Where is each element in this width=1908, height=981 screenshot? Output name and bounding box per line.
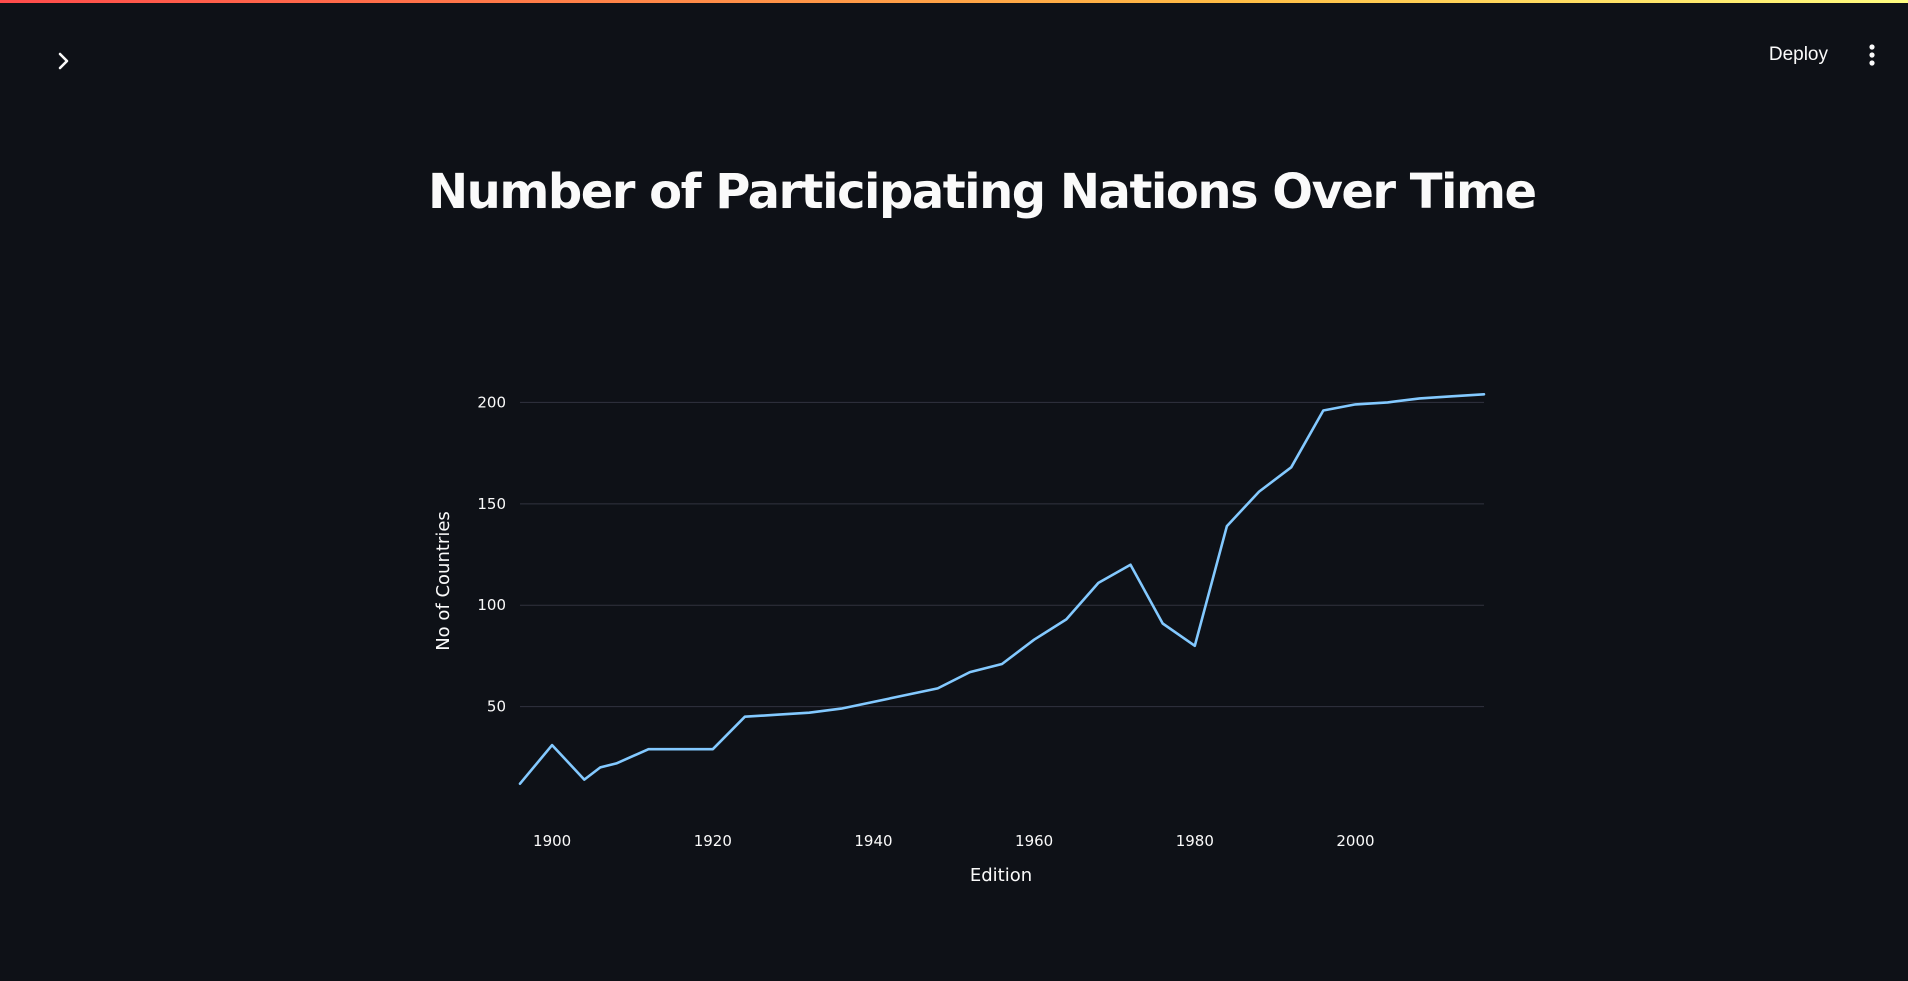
data-point[interactable] bbox=[1254, 487, 1264, 497]
data-point[interactable] bbox=[1318, 406, 1328, 416]
x-tick-label: 1960 bbox=[1015, 832, 1053, 850]
data-point[interactable] bbox=[1126, 560, 1136, 570]
sidebar-toggle-button[interactable] bbox=[44, 44, 84, 78]
top-decoration-bar bbox=[0, 0, 1908, 3]
y-tick-label: 200 bbox=[477, 393, 506, 411]
x-tick-label: 1980 bbox=[1176, 832, 1214, 850]
data-point[interactable] bbox=[1447, 391, 1457, 401]
x-axis-ticks: 1900 1920 1940 1960 1980 2000 bbox=[533, 832, 1375, 850]
data-point[interactable] bbox=[1383, 397, 1393, 407]
data-point[interactable] bbox=[1158, 618, 1168, 628]
data-point[interactable] bbox=[772, 710, 782, 720]
series-line[interactable] bbox=[518, 392, 1486, 786]
y-tick-label: 50 bbox=[487, 698, 506, 716]
data-point[interactable] bbox=[1061, 614, 1071, 624]
data-point[interactable] bbox=[1479, 389, 1489, 399]
y-tick-label: 150 bbox=[477, 495, 506, 513]
data-point[interactable] bbox=[1190, 641, 1200, 651]
x-tick-label: 2000 bbox=[1336, 832, 1374, 850]
series-layer bbox=[515, 389, 1489, 789]
gridlines bbox=[520, 401, 1484, 708]
data-point[interactable] bbox=[933, 683, 943, 693]
data-point[interactable] bbox=[804, 708, 814, 718]
data-point[interactable] bbox=[611, 758, 621, 768]
header-actions: Deploy bbox=[1759, 38, 1884, 72]
data-point[interactable] bbox=[595, 762, 605, 772]
x-axis-title: Edition bbox=[970, 865, 1032, 886]
data-point[interactable] bbox=[965, 667, 975, 677]
data-point[interactable] bbox=[1093, 578, 1103, 588]
y-tick-label: 100 bbox=[477, 596, 506, 614]
data-point[interactable] bbox=[740, 712, 750, 722]
data-point[interactable] bbox=[1029, 635, 1039, 645]
chevron-right-icon bbox=[58, 52, 69, 70]
data-point[interactable] bbox=[644, 744, 654, 754]
data-point[interactable] bbox=[579, 775, 589, 785]
data-point[interactable] bbox=[1415, 393, 1425, 403]
data-point[interactable] bbox=[997, 659, 1007, 669]
data-point[interactable] bbox=[1286, 462, 1296, 472]
data-point[interactable] bbox=[1222, 521, 1232, 531]
x-tick-label: 1900 bbox=[533, 832, 571, 850]
data-point[interactable] bbox=[836, 704, 846, 714]
data-point[interactable] bbox=[1350, 399, 1360, 409]
y-axis-ticks: 50 100 150 200 bbox=[477, 393, 506, 715]
deploy-button[interactable]: Deploy bbox=[1768, 44, 1828, 65]
data-point[interactable] bbox=[547, 740, 557, 750]
x-tick-label: 1920 bbox=[694, 832, 732, 850]
x-tick-label: 1940 bbox=[854, 832, 892, 850]
page-title: Number of Participating Nations Over Tim… bbox=[428, 164, 1537, 220]
data-point[interactable] bbox=[515, 779, 525, 789]
vertical-dots-icon bbox=[1869, 44, 1875, 66]
y-axis-title: No of Countries bbox=[433, 511, 454, 651]
data-point[interactable] bbox=[708, 744, 718, 754]
main-menu-button[interactable] bbox=[1860, 39, 1884, 71]
